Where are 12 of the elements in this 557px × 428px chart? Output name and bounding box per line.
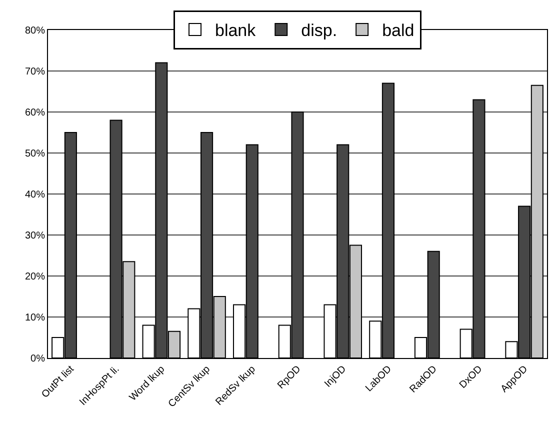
- legend-label: blank: [215, 21, 256, 40]
- y-tick-label: 60%: [24, 108, 46, 118]
- y-tick-label: 20%: [24, 272, 46, 282]
- y-tick-label: 30%: [24, 230, 46, 242]
- y-tick-label: 40%: [24, 190, 46, 200]
- y-tick-label: 10%: [24, 312, 46, 324]
- legend-label: disp.: [301, 21, 338, 40]
- y-tick-label: 0%: [30, 354, 46, 364]
- y-tick-label: 70%: [24, 66, 46, 78]
- y-tick-label: 50%: [24, 148, 46, 160]
- y-tick-label: 80%: [24, 26, 46, 36]
- legend-label: bald: [382, 21, 414, 40]
